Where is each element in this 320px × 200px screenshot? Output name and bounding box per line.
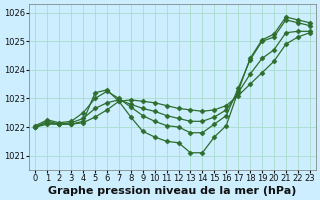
X-axis label: Graphe pression niveau de la mer (hPa): Graphe pression niveau de la mer (hPa) bbox=[48, 186, 297, 196]
